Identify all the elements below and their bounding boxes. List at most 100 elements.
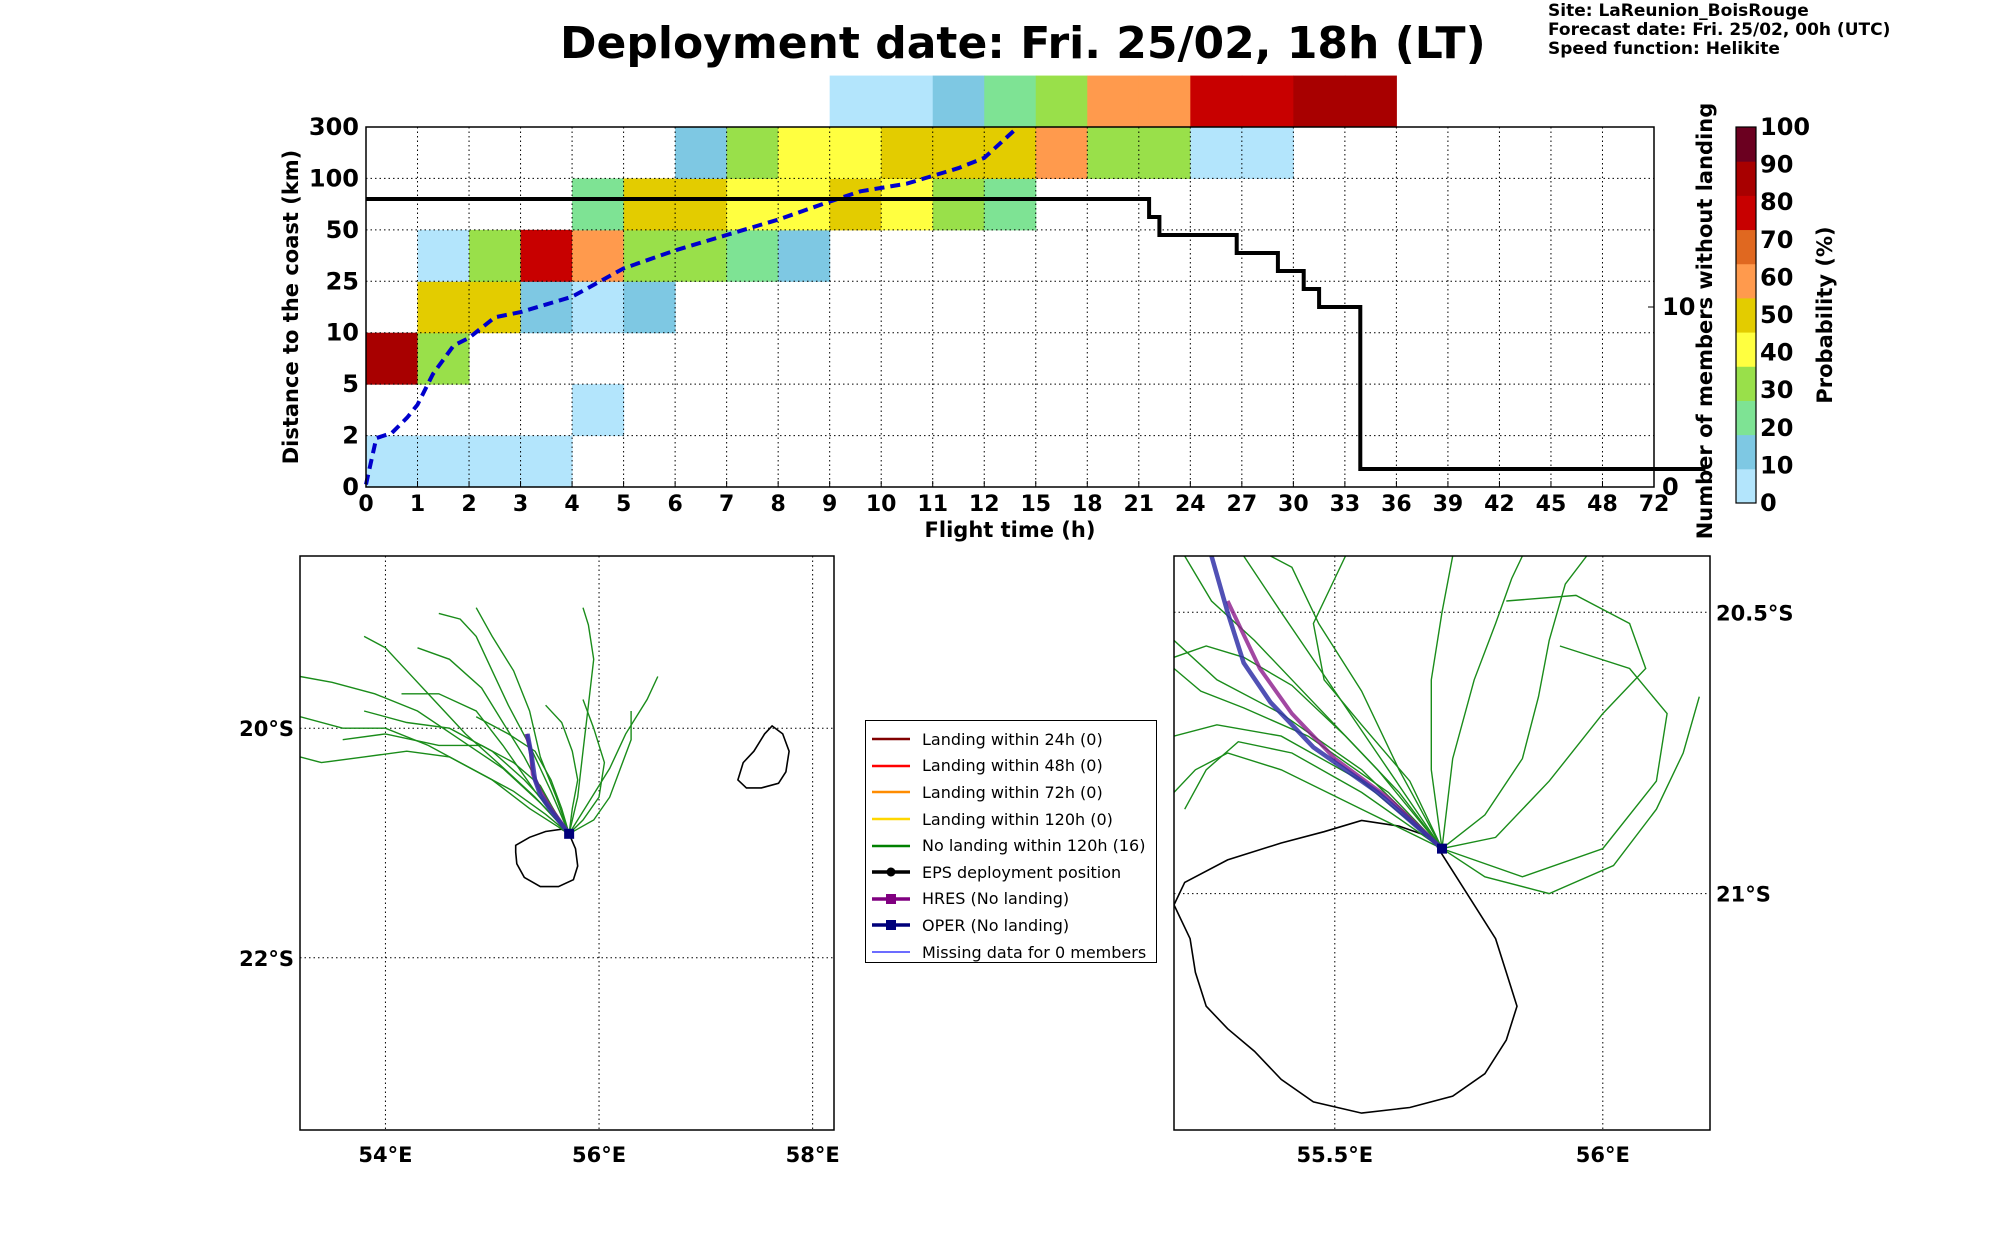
members-without-landing-line	[366, 197, 1706, 471]
colorbar-tick-label: 30	[1760, 376, 1793, 404]
speed-function-label: Speed function: Helikite	[1548, 39, 1780, 59]
oper-track	[1209, 556, 1444, 851]
heatmap-cell	[469, 281, 522, 334]
ensemble-track	[568, 607, 595, 834]
y2-axis-label: Number of members without landing	[1693, 103, 1717, 540]
colorbar-tick-label: 10	[1760, 451, 1793, 479]
heatmap-cell	[520, 229, 573, 282]
y-tick-label: 100	[309, 164, 359, 192]
ensemble-track	[1312, 556, 1443, 849]
heatmap-cell	[572, 281, 625, 334]
x-tick-label: 72	[1639, 492, 1670, 517]
heatmap-cell	[469, 435, 522, 488]
legend-label: Landing within 72h (0)	[922, 782, 1103, 802]
colorbar-segment	[1736, 332, 1756, 367]
ensemble-track	[300, 716, 570, 835]
colorbar: 0 10 20 30 40 50 60 70 80 90 100 Probability (%)	[1735, 113, 1837, 517]
colorbar-segment	[1736, 161, 1756, 196]
ensemble-track	[1184, 740, 1443, 850]
hres-track	[1225, 600, 1444, 851]
colorbar-segment	[1736, 366, 1756, 401]
heatmap-cell	[1087, 75, 1140, 128]
x-tick-label: 15	[1020, 492, 1051, 517]
legend-swatch	[872, 738, 910, 741]
ensemble-track	[545, 704, 579, 834]
x-tick-label: 39	[1433, 492, 1464, 517]
map-content	[1174, 556, 1710, 1130]
x-tick-label: 10	[866, 492, 897, 517]
longitude-label: 56°E	[572, 1143, 626, 1167]
y-tick-label: 2	[342, 422, 359, 450]
x-tick-label: 5	[616, 492, 631, 517]
heatmap-cell	[881, 75, 934, 128]
legend-swatch	[872, 817, 910, 821]
heatmap-cell	[675, 178, 728, 231]
ensemble-track	[1270, 556, 1443, 849]
meta-info: Site: LaReunion_BoisRouge Forecast date:…	[1548, 2, 1890, 59]
heatmap-cell	[572, 229, 625, 282]
ensemble-track	[1441, 556, 1588, 850]
x-tick-label: 33	[1330, 492, 1361, 517]
y-tick-label: 5	[342, 370, 359, 398]
x-tick-label: 7	[719, 492, 734, 517]
zoom-map: 55.5°E 56°E 20.5°S 21°S	[1173, 555, 1793, 1167]
main-title: Deployment date: Fri. 25/02, 18h (LT)	[560, 18, 1486, 69]
heatmap-cell	[1035, 75, 1088, 128]
x-tick-label: 12	[969, 492, 1000, 517]
heatmap-cell	[829, 75, 882, 128]
forecast-date-label: Forecast date: Fri. 25/02, 00h (UTC)	[1548, 20, 1891, 40]
x-tick-label: 24	[1175, 492, 1206, 517]
legend-swatch	[872, 791, 910, 794]
x-tick-label: 48	[1587, 492, 1618, 517]
heatmap-cell	[1138, 127, 1191, 179]
legend-item: Landing within 120h (0)	[872, 806, 1148, 833]
latitude-label: 21°S	[1716, 883, 1771, 907]
x-tick-label: 45	[1536, 492, 1567, 517]
legend-marker	[886, 893, 896, 904]
colorbar-frame	[1735, 126, 1757, 504]
x-axis-label: Flight time (h)	[925, 518, 1096, 542]
legend-item: Landing within 48h (0)	[872, 753, 1148, 780]
colorbar-tick-label: 20	[1760, 414, 1793, 442]
latitude-label: 20.5°S	[1716, 601, 1793, 625]
map-background	[300, 556, 834, 1130]
heatmap-cell	[623, 281, 676, 334]
heatmap-cell	[675, 229, 728, 282]
ensemble-track	[363, 635, 570, 835]
heatmap-cell	[469, 229, 522, 282]
ensemble-track	[568, 676, 659, 835]
colorbar-segment	[1736, 127, 1756, 162]
heatmap-cell	[417, 281, 470, 334]
longitude-label: 58°E	[786, 1143, 840, 1167]
heatmap-cell	[572, 384, 625, 437]
heatmap-cell	[726, 229, 779, 282]
ensemble-track	[568, 699, 606, 835]
x-tick-label: 6	[667, 492, 682, 517]
map-content	[300, 556, 834, 1130]
ensemble-track	[1441, 556, 1524, 849]
heatmap-cell	[932, 127, 985, 179]
colorbar-segment	[1736, 263, 1756, 299]
reunion-coastline	[514, 828, 579, 888]
median-distance-line	[364, 128, 1017, 485]
legend-swatch	[872, 951, 910, 953]
heatmap-cell	[778, 229, 831, 282]
legend-item: Missing data for 0 members	[872, 939, 1148, 966]
colorbar-tick-label: 70	[1760, 226, 1793, 254]
legend-item: Landing within 24h (0)	[872, 726, 1148, 753]
colorbar-tick-label: 60	[1760, 263, 1793, 291]
x-tick-label: 18	[1072, 492, 1103, 517]
x-tick-label: 9	[822, 492, 837, 517]
colorbar-segment	[1736, 229, 1756, 265]
heatmap-cell	[520, 435, 573, 488]
heatmap-cell	[1087, 127, 1140, 179]
ensemble-track	[1174, 752, 1443, 850]
legend-label: OPER (No landing)	[922, 915, 1070, 935]
heatmap-cell	[932, 75, 985, 128]
heatmap-cell	[572, 178, 625, 231]
heatmap-cell	[1138, 75, 1191, 128]
colorbar-tick-label: 50	[1760, 301, 1793, 329]
legend-label: HRES (No landing)	[922, 889, 1070, 909]
x-tick-label: 2	[461, 492, 476, 517]
